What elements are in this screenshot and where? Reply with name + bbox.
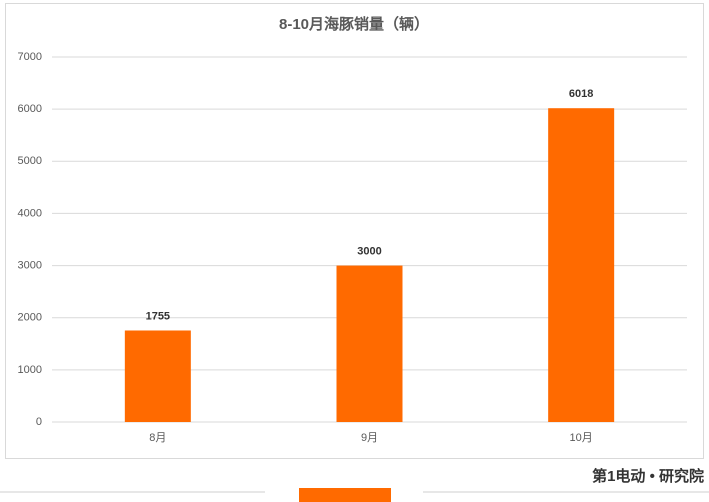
y-tick-label: 2000 <box>18 312 42 324</box>
x-tick-label: 9月 <box>361 432 378 444</box>
data-label: 3000 <box>357 245 381 257</box>
bar <box>124 330 191 422</box>
x-tick-label: 8月 <box>149 432 166 444</box>
y-tick-label: 6000 <box>18 103 42 115</box>
data-label: 6018 <box>569 88 593 100</box>
y-tick-label: 3000 <box>18 259 42 271</box>
data-label: 1755 <box>146 310 170 322</box>
y-tick-label: 5000 <box>18 155 42 167</box>
y-tick-label: 1000 <box>18 364 42 376</box>
bar <box>336 265 403 422</box>
y-tick-label: 0 <box>36 416 42 428</box>
chart-title: 8-10月海豚销量（辆） <box>279 15 429 33</box>
y-tick-label: 4000 <box>18 207 42 219</box>
y-tick-label: 7000 <box>18 51 42 63</box>
bar <box>548 108 615 422</box>
x-tick-label: 10月 <box>570 432 593 444</box>
brand-logo: 第1电动 • 研究院 <box>592 467 704 485</box>
footer-accent <box>299 488 391 502</box>
